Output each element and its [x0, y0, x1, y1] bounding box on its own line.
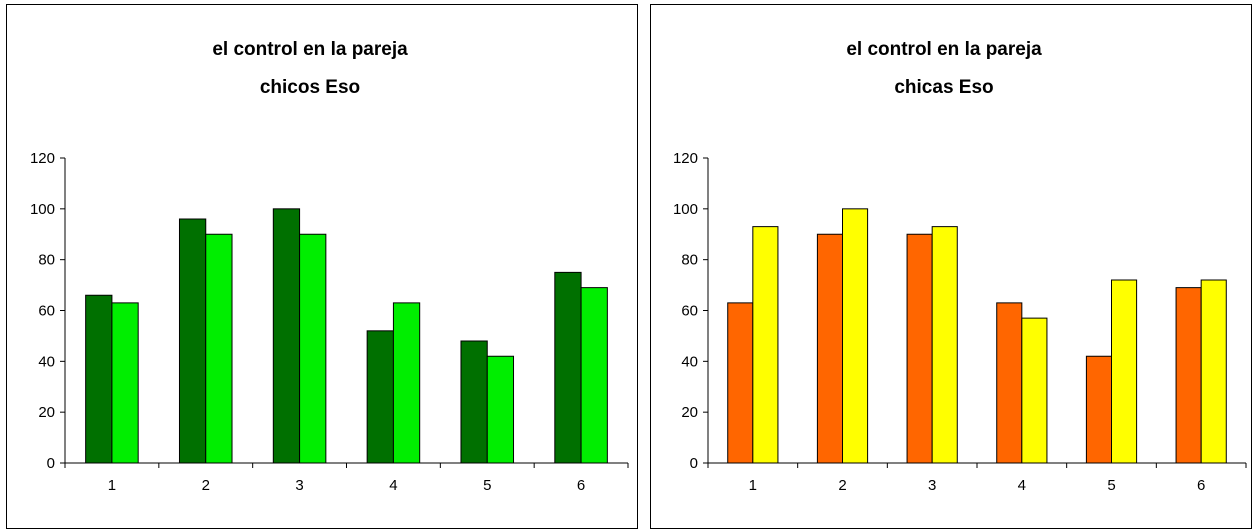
- chart-chicos: el control en la pareja chicos Eso 0 20 40…: [30, 39, 629, 494]
- y-tick-label: 60: [38, 303, 55, 320]
- y-tick-label: 20: [681, 404, 698, 421]
- chart-title-line1: el control en la pareja: [212, 39, 408, 60]
- x-tick-label: 3: [295, 477, 303, 494]
- y-tick-label: 120: [673, 150, 698, 167]
- y-tick-label: 60: [681, 303, 698, 320]
- bar-series1-3: [272, 208, 301, 464]
- bar-series1-6: [554, 271, 582, 464]
- bar-series1-5: [460, 340, 488, 464]
- x-tick-label: 2: [838, 477, 846, 494]
- x-tick-label: 4: [1018, 477, 1026, 494]
- y-tick-label: 40: [681, 353, 698, 370]
- x-tick-label: 2: [202, 477, 210, 494]
- bar-series2-1: [111, 302, 139, 464]
- x-tick-label: 4: [389, 477, 397, 494]
- bar-series2-3: [299, 233, 327, 464]
- x-tick-label: 6: [577, 477, 585, 494]
- bar-series2-4: [392, 302, 421, 464]
- chart-chicas: el control en la pareja chicas Eso 0 20 40…: [673, 39, 1247, 494]
- bar-series2-5: [486, 355, 515, 464]
- bar-series1-4: [366, 330, 394, 464]
- y-tick-label: 100: [673, 201, 698, 218]
- x-tick-label: 1: [108, 477, 116, 494]
- bar-series2-6: [580, 287, 608, 464]
- bar-series2-2: [205, 233, 233, 464]
- bar-series2-2: [842, 208, 869, 464]
- y-tick-label: 80: [38, 252, 55, 269]
- y-tick-label: 0: [47, 455, 55, 472]
- x-tick-label: 6: [1197, 477, 1205, 494]
- bar-series1-2: [178, 218, 207, 464]
- y-tick-label: 0: [690, 455, 698, 472]
- bar-series2-1: [752, 226, 779, 464]
- bar-series2-6: [1200, 279, 1227, 464]
- chart-panel-chicos: el control en la pareja chicos Eso 0 20 40…: [6, 4, 638, 529]
- bar-series2-3: [931, 226, 958, 464]
- bar-series1-2: [816, 233, 843, 464]
- bar-series2-5: [1111, 279, 1138, 464]
- chart-title-line2: chicos Eso: [260, 77, 360, 98]
- bar-series1-6: [1175, 287, 1202, 464]
- y-tick-label: 20: [38, 404, 55, 421]
- x-tick-label: 1: [749, 477, 757, 494]
- bar-series1-3: [906, 233, 933, 464]
- y-tick-label: 120: [30, 150, 55, 167]
- chart-title-line1: el control en la pareja: [846, 39, 1042, 60]
- x-tick-label: 5: [1107, 477, 1115, 494]
- bar-series1-5: [1085, 355, 1113, 464]
- y-tick-label: 100: [30, 201, 55, 218]
- x-tick-label: 5: [483, 477, 491, 494]
- bar-series1-4: [996, 302, 1023, 464]
- chart-title-line2: chicas Eso: [894, 77, 993, 98]
- bar-series1-1: [727, 302, 754, 464]
- chart-panel-chicas: el control en la pareja chicas Eso 0 20 40…: [650, 4, 1252, 529]
- x-tick-label: 3: [928, 477, 936, 494]
- bar-series2-4: [1021, 317, 1048, 464]
- y-tick-label: 80: [681, 252, 698, 269]
- y-tick-label: 40: [38, 353, 55, 370]
- bar-series1-1: [85, 294, 113, 464]
